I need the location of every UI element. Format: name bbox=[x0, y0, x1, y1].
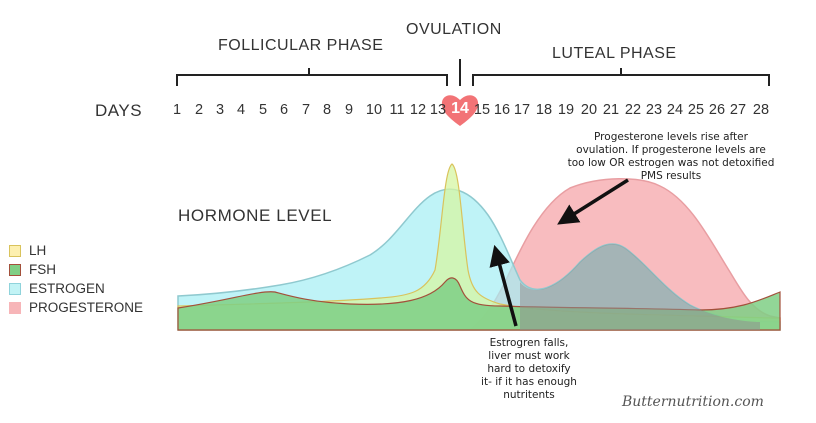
day-27: 27 bbox=[729, 102, 747, 118]
phase-brackets bbox=[176, 59, 770, 86]
estrogen-annotation: Estrogren falls, liver must work hard to… bbox=[474, 337, 584, 402]
progesterone-annotation-line-3: too low OR estrogen was not detoxified bbox=[567, 157, 775, 169]
day-21: 21 bbox=[602, 102, 620, 118]
ovulation-label: OVULATION bbox=[406, 21, 502, 38]
legend-label-estrogen: ESTROGEN bbox=[29, 281, 105, 296]
day-10: 10 bbox=[365, 102, 383, 118]
day-7: 7 bbox=[301, 102, 311, 118]
estrogen-annotation-line-1: Estrogren falls, bbox=[489, 337, 569, 349]
day-5: 5 bbox=[258, 102, 268, 118]
progesterone-arrow bbox=[557, 178, 629, 225]
day-1: 1 bbox=[172, 102, 182, 118]
day-24: 24 bbox=[666, 102, 684, 118]
day-9: 9 bbox=[344, 102, 354, 118]
days-label: DAYS bbox=[95, 101, 143, 120]
follicular-phase-label: FOLLICULAR PHASE bbox=[218, 37, 384, 54]
heart-icon bbox=[441, 95, 479, 126]
legend-swatch-estrogen bbox=[9, 283, 21, 295]
estrogen-annotation-line-3: hard to detoxify bbox=[487, 363, 571, 375]
day-23: 23 bbox=[645, 102, 663, 118]
hormone-level-label: HORMONE LEVEL bbox=[178, 206, 333, 225]
estrogen-annotation-line-2: liver must work bbox=[488, 350, 570, 362]
legend-swatch-fsh bbox=[9, 264, 21, 276]
day-18: 18 bbox=[535, 102, 553, 118]
day-2: 2 bbox=[194, 102, 204, 118]
follicular-bracket bbox=[176, 74, 448, 86]
day-26: 26 bbox=[708, 102, 726, 118]
legend-swatch-progesterone bbox=[9, 302, 21, 314]
estrogen-arrow bbox=[489, 244, 518, 327]
day-11: 11 bbox=[389, 102, 405, 118]
estrogen-annotation-line-5: nutritents bbox=[503, 389, 555, 401]
day-20: 20 bbox=[580, 102, 598, 118]
legend-label-fsh: FSH bbox=[29, 262, 56, 277]
day-15: 15 bbox=[473, 102, 491, 118]
day-8: 8 bbox=[322, 102, 332, 118]
day-22: 22 bbox=[624, 102, 642, 118]
day-17: 17 bbox=[513, 102, 531, 118]
day-4: 4 bbox=[236, 102, 246, 118]
estrogen-annotation-line-4: it- if it has enough bbox=[481, 376, 577, 388]
progesterone-annotation-line-1: Progesterone levels rise after bbox=[594, 131, 748, 143]
progesterone-annotation-line-4: PMS results bbox=[640, 170, 702, 182]
day-16: 16 bbox=[493, 102, 511, 118]
legend-label-progesterone: PROGESTERONE bbox=[29, 300, 144, 315]
heart-day-number: 14 bbox=[451, 100, 469, 117]
progesterone-annotation-line-2: ovulation. If progesterone levels are bbox=[576, 144, 766, 156]
day-28: 28 bbox=[752, 102, 770, 118]
day-6: 6 bbox=[279, 102, 289, 118]
legend-swatch-lh bbox=[9, 245, 21, 257]
overlap-shade bbox=[520, 243, 760, 330]
ovulation-heart: 14 bbox=[440, 92, 480, 128]
day-13: 13 bbox=[429, 102, 447, 118]
legend-label-lh: LH bbox=[29, 243, 47, 258]
day-19: 19 bbox=[557, 102, 575, 118]
progesterone-annotation: Progesterone levels rise after ovulation… bbox=[556, 131, 786, 183]
day-3: 3 bbox=[215, 102, 225, 118]
luteal-phase-label: LUTEAL PHASE bbox=[552, 45, 677, 62]
day-12: 12 bbox=[409, 102, 427, 118]
day-25: 25 bbox=[687, 102, 705, 118]
watermark: Butternutrition.com bbox=[622, 394, 764, 410]
